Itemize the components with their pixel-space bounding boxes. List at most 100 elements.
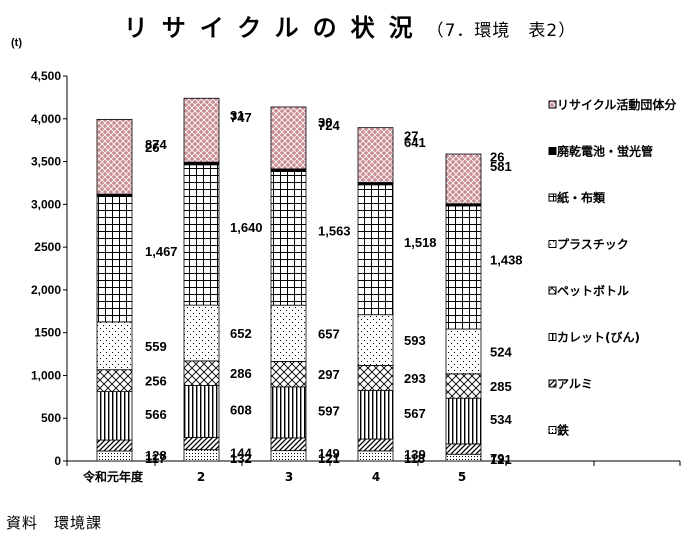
y-tick-label: 500 <box>41 411 61 425</box>
legend-swatch <box>548 426 557 434</box>
data-label: 1,438 <box>490 252 523 267</box>
data-label: 1,467 <box>145 244 178 259</box>
legend-swatch <box>548 286 557 295</box>
data-label: 1,518 <box>404 235 437 250</box>
data-label: 534 <box>490 412 512 427</box>
legend-label: リサイクル活動団体分 <box>557 97 676 112</box>
axes: 0 500 1,000 1500 2,000 2500 3,000 3,500 4,000 4,5… <box>11 37 681 484</box>
y-unit-label: (t) <box>11 37 22 49</box>
chart-subtitle: （7．環境 表2） <box>426 21 577 41</box>
y-tick-label: 4,000 <box>31 112 61 126</box>
data-label: 747 <box>230 110 252 125</box>
bar-segment <box>96 118 133 195</box>
data-label: 597 <box>318 403 340 418</box>
data-label: 121 <box>490 452 512 467</box>
bar-segment <box>357 314 394 366</box>
y-tick-label: 1500 <box>34 326 61 340</box>
x-tick-label: 5 <box>458 470 466 484</box>
data-label: 256 <box>145 374 167 389</box>
data-label: 26 <box>490 150 504 165</box>
bar-segment <box>357 438 394 452</box>
bar-segment <box>96 439 133 452</box>
data-label: 874 <box>145 137 167 152</box>
data-label: 30 <box>318 115 332 130</box>
legend-label: 廃乾電池・蛍光管 <box>557 144 653 159</box>
x-tick-label: 2 <box>197 470 205 484</box>
data-label: 31 <box>230 108 244 123</box>
data-label: 139 <box>404 447 426 462</box>
legend-swatch <box>548 379 557 388</box>
data-label: 1,640 <box>230 220 263 235</box>
bar-segment <box>183 384 220 438</box>
data-label: 559 <box>145 339 167 354</box>
bar-segment <box>183 360 220 386</box>
data-label: 27 <box>404 129 418 144</box>
bar-segment <box>445 443 482 455</box>
legend-swatch <box>548 193 557 202</box>
bar-segment <box>270 304 307 362</box>
data-label: 297 <box>318 367 340 382</box>
data-label: 144 <box>230 445 252 460</box>
bar-segment <box>183 436 220 451</box>
chart-title-block: リサイクルの状況（7．環境 表2） <box>0 8 700 43</box>
bar-segment <box>183 164 220 306</box>
bar-segment <box>96 321 133 371</box>
bar-segment <box>96 369 133 393</box>
bar-segment <box>270 171 307 306</box>
bar-segment <box>270 386 307 439</box>
bar-segment <box>96 391 133 441</box>
data-label: 593 <box>404 333 426 348</box>
legend-swatch <box>548 100 557 109</box>
data-label: 286 <box>230 366 252 381</box>
legend-label: 鉄 <box>557 423 569 438</box>
data-label: 79, <box>490 451 508 466</box>
data-label: 26 <box>145 140 159 155</box>
data-label: 293 <box>404 371 426 386</box>
legend-swatch <box>548 333 557 341</box>
bar-segment <box>270 450 307 462</box>
data-label: 608 <box>230 402 252 417</box>
data-label: 641 <box>404 135 426 150</box>
bar-segment <box>183 97 220 163</box>
data-label: 566 <box>145 407 167 422</box>
source-note: 資料 環境課 <box>6 514 103 532</box>
data-label: 581 <box>490 159 512 174</box>
data-label: 652 <box>230 326 252 341</box>
bar-segment <box>445 397 482 445</box>
bar-segment <box>183 449 220 462</box>
data-label: 117 <box>145 451 166 466</box>
legend-swatch <box>548 147 557 155</box>
bar-segment <box>357 365 394 391</box>
bar-segment <box>445 453 482 462</box>
bar-segment <box>445 328 482 375</box>
data-label: 285 <box>490 379 512 394</box>
bar-segment <box>357 127 394 183</box>
bar-segment <box>270 106 307 170</box>
bars <box>96 97 482 462</box>
bar-segment <box>445 153 482 205</box>
legend: リサイクル活動団体分廃乾電池・蛍光管紙・布類プラスチックペットボトルカレット(び… <box>548 97 676 438</box>
legend-label: ペットボトル <box>557 283 629 298</box>
y-tick-label: 3,500 <box>31 155 61 169</box>
legend-label: カレット(びん) <box>557 330 640 345</box>
bar-segment <box>96 195 133 323</box>
data-label: 121 <box>318 451 340 466</box>
y-tick-label: 0 <box>54 454 61 468</box>
x-tick-label: 4 <box>372 470 380 484</box>
data-label: 149 <box>318 446 340 461</box>
data-labels: 1171285662565591,46726874132144608286652… <box>145 108 523 467</box>
bar-segment <box>357 184 394 316</box>
x-tick-label: 3 <box>285 470 293 484</box>
bar-segment <box>445 205 482 330</box>
data-label: 128 <box>145 448 167 463</box>
y-tick-label: 2500 <box>34 240 61 254</box>
legend-label: アルミ <box>557 377 593 391</box>
data-label: 132 <box>230 451 252 466</box>
chart-title: リサイクルの状況 <box>123 14 427 42</box>
legend-swatch <box>548 240 557 248</box>
bar-segment <box>445 373 482 399</box>
y-tick-label: 3,000 <box>31 197 61 211</box>
bar-segment <box>357 390 394 440</box>
bar-segment <box>270 361 307 388</box>
